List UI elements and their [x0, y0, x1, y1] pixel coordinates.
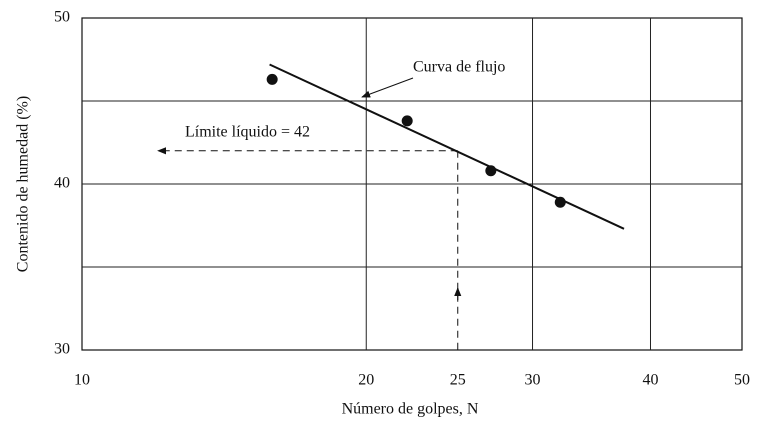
x-tick-label: 50 [734, 372, 750, 389]
data-point [266, 73, 278, 85]
data-point [401, 115, 413, 127]
x-tick-label: 20 [358, 372, 374, 389]
annotation-arrow [361, 77, 414, 98]
x-tick-label: 10 [74, 372, 90, 389]
y-tick-label: 30 [54, 341, 70, 358]
x-tick-label: 40 [642, 372, 658, 389]
y-tick-label: 40 [54, 175, 70, 192]
flow-curve [269, 63, 625, 230]
data-point [554, 196, 566, 208]
y-axis-label: Contenido de humedad (%) [15, 96, 32, 272]
y-tick-label: 50 [54, 9, 70, 26]
x-axis-label: Número de golpes, N [342, 401, 479, 418]
x-tick-label: 30 [525, 372, 541, 389]
flow-curve-label: Curva de flujo [413, 59, 505, 76]
liquid-limit-label: Límite líquido = 42 [185, 124, 310, 141]
data-point [485, 165, 497, 177]
x-tick-label: 25 [450, 372, 466, 389]
